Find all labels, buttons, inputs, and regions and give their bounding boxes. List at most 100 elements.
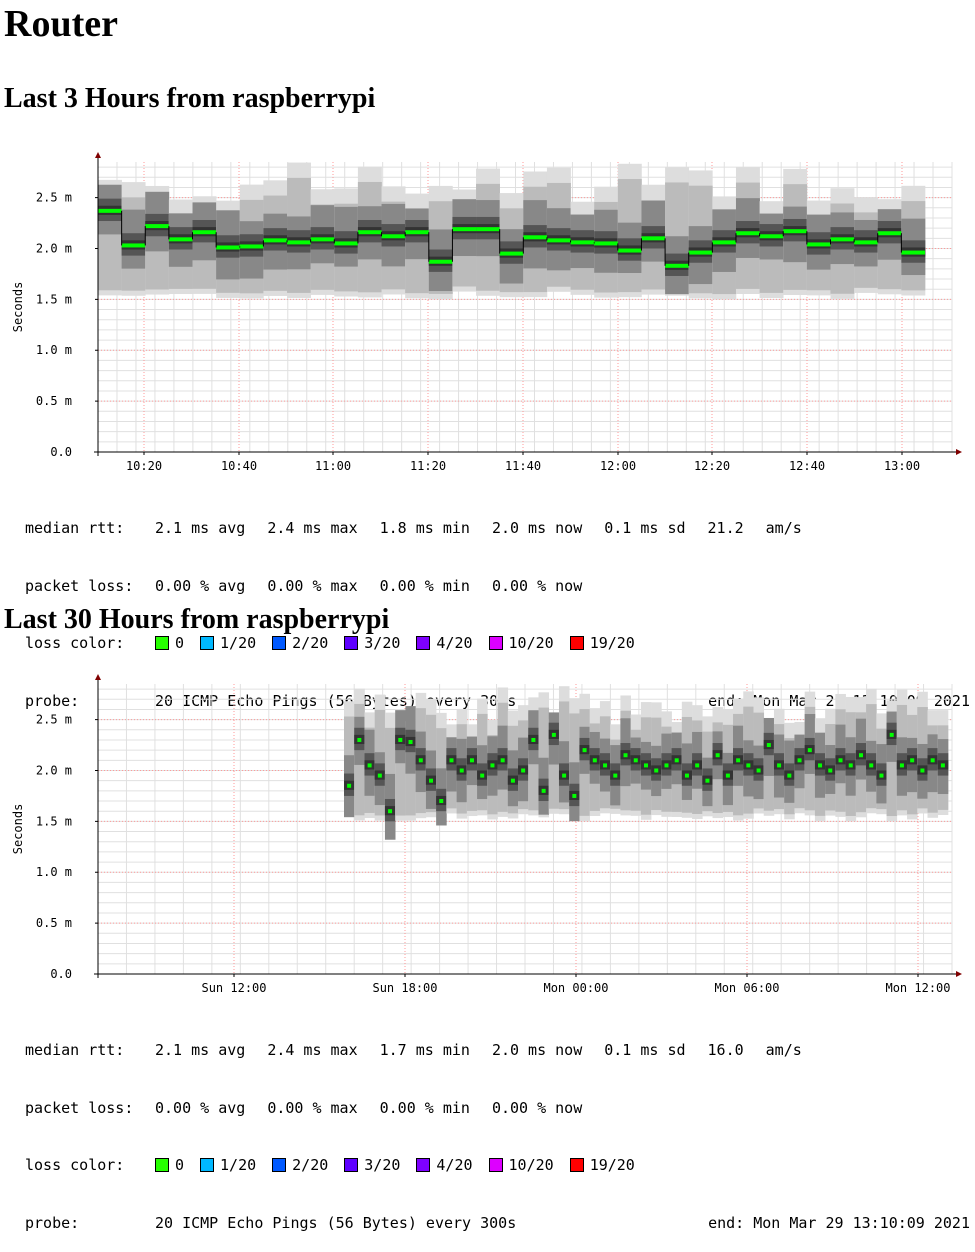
median-mark xyxy=(490,763,495,768)
median-mark xyxy=(429,778,434,783)
median-mark xyxy=(334,241,358,246)
median-mark xyxy=(449,758,454,763)
median-mark xyxy=(797,758,802,763)
median-mark xyxy=(381,234,406,239)
median-mark xyxy=(480,773,485,778)
median-mark xyxy=(879,773,884,778)
graph-heading-3h: Last 3 Hours from raspberrypi xyxy=(4,83,376,114)
median-mark xyxy=(500,758,505,763)
loss-color-label: loss color: xyxy=(25,634,125,652)
median-mark xyxy=(858,753,863,758)
median-mark xyxy=(594,241,618,246)
median-mark xyxy=(806,242,831,247)
median-mark xyxy=(654,768,659,773)
loss-stat: 0.00 % now xyxy=(491,576,583,595)
y-tick-label: 2.0 m xyxy=(36,241,72,255)
x-tick-label: 13:00 xyxy=(884,459,920,473)
loss-stat: 0.00 % avg xyxy=(155,576,246,595)
median-mark xyxy=(347,783,352,788)
loss-color-text: 0 xyxy=(175,1156,185,1174)
median-mark xyxy=(405,230,429,235)
loss-color-text: 10/20 xyxy=(508,634,554,652)
loss-color-text: 10/20 xyxy=(508,1156,554,1174)
x-tick-label: Mon 12:00 xyxy=(885,981,950,995)
loss-color-text: 4/20 xyxy=(436,634,473,652)
loss-color-item: 10/20 xyxy=(488,634,554,653)
median-mark xyxy=(869,763,874,768)
y-tick-label: 1.0 m xyxy=(36,865,72,879)
loss-color-swatch xyxy=(488,1158,503,1172)
median-mark xyxy=(476,227,500,232)
loss-stat: 0.00 % max xyxy=(267,576,358,595)
loss-color-swatch xyxy=(272,636,287,650)
median-mark xyxy=(570,240,595,245)
loss-color-item: 0 xyxy=(155,1156,184,1175)
median-marks xyxy=(347,732,945,814)
chart-30-hours-plot: 0.0 0.5 m 1.0 m 1.5 m 2.0 m 2.5 m Sun 12:00 Sun… xyxy=(11,674,962,995)
loss-color-swatch xyxy=(569,1158,584,1172)
legend-30-hours: median rtt: 2.1 ms avg 2.4 ms max 1.7 ms mi… xyxy=(25,1003,975,1252)
median-mark xyxy=(613,773,618,778)
rtt-stat: 2.4 ms max xyxy=(267,1041,358,1059)
median-mark xyxy=(818,763,823,768)
legend-color-row: loss color: 0 1/20 2/20 3/20 4/20 10/20 19/20 xyxy=(25,634,975,654)
loss-stat: 0.00 % max xyxy=(267,1098,358,1117)
loss-color-text: 1/20 xyxy=(220,1156,257,1174)
median-mark xyxy=(408,740,413,744)
x-tick-label: Sun 18:00 xyxy=(372,981,437,995)
loss-color-text: 4/20 xyxy=(436,1156,473,1174)
loss-color-item: 3/20 xyxy=(344,634,400,653)
loss-color-label: loss color: xyxy=(25,1156,125,1174)
loss-color-swatch xyxy=(155,636,169,650)
median-mark xyxy=(531,737,536,742)
median-mark xyxy=(735,231,760,236)
loss-color-swatch xyxy=(272,1158,287,1172)
loss-color-item: 19/20 xyxy=(569,634,635,653)
median-mark xyxy=(899,763,904,768)
loss-color-text: 0 xyxy=(175,634,185,652)
legend-rtt-row: median rtt: 2.1 ms avg 2.4 ms max 1.8 ms mi… xyxy=(25,519,975,539)
loss-color-item: 1/20 xyxy=(200,634,256,653)
rtt-values: 2.1 ms avg 2.4 ms max 1.7 ms min 2.0 ms now… xyxy=(155,1041,824,1059)
loss-color-swatch xyxy=(200,1158,215,1172)
median-mark xyxy=(787,773,792,778)
probe-label: probe: xyxy=(25,1213,80,1232)
y-axis-label: Seconds xyxy=(11,804,25,855)
median-mark xyxy=(499,251,524,256)
rtt-stat: 0.1 ms sd xyxy=(604,1041,686,1059)
loss-label: packet loss: xyxy=(25,1098,134,1117)
median-mark xyxy=(439,799,444,804)
smoke-band xyxy=(395,734,406,816)
loss-color-text: 1/20 xyxy=(220,634,257,652)
median-marks xyxy=(98,208,925,268)
median-mark xyxy=(582,748,587,753)
legend-probe-row: probe: 20 ICMP Echo Pings (56 Bytes) ever… xyxy=(25,1214,975,1234)
y-tick-label: 1.5 m xyxy=(36,814,72,828)
rtt-stat: 21.2 xyxy=(707,519,744,537)
median-mark xyxy=(684,773,689,778)
legend-loss-row: packet loss: 0.00 % avg 0.00 % max 0.00 % m… xyxy=(25,577,975,597)
loss-color-swatch xyxy=(344,636,359,650)
median-mark xyxy=(562,773,567,778)
loss-color-item: 0 xyxy=(155,634,184,653)
chart-3-hours-plot: 0.0 0.5 m 1.0 m 1.5 m 2.0 m 2.5 m 10:20 10:40 11… xyxy=(11,152,962,473)
median-mark xyxy=(263,238,288,243)
loss-color-text: 3/20 xyxy=(364,634,401,652)
smoke-band xyxy=(384,727,396,814)
median-mark xyxy=(756,768,761,773)
median-mark xyxy=(940,763,945,768)
loss-color-text: 19/20 xyxy=(589,1156,635,1174)
loss-color-item: 4/20 xyxy=(416,1156,473,1175)
loss-color-item: 2/20 xyxy=(272,1156,328,1175)
loss-color-item: 4/20 xyxy=(416,634,473,653)
x-tick-label: 12:40 xyxy=(789,459,825,473)
median-mark xyxy=(357,230,382,235)
y-tick-label: 2.5 m xyxy=(36,191,72,205)
median-mark xyxy=(807,748,812,753)
median-mark xyxy=(239,244,264,249)
rtt-stat: 1.8 ms min xyxy=(379,519,470,537)
rtt-stat: 2.0 ms now xyxy=(491,519,583,537)
median-mark xyxy=(418,758,423,763)
loss-color-swatch xyxy=(344,1158,359,1172)
median-mark xyxy=(889,732,894,737)
